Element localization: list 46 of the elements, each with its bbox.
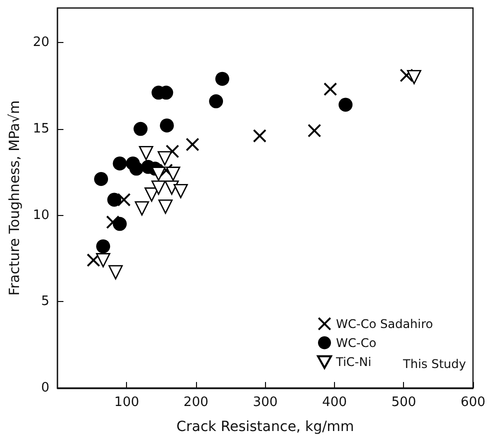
point: [324, 82, 337, 96]
y-tick-label: 20: [32, 35, 50, 50]
point: [151, 180, 166, 195]
point: [209, 94, 224, 108]
point: [108, 265, 123, 280]
point: [134, 201, 150, 216]
point: [215, 72, 230, 86]
x-tick-label: 100: [114, 395, 140, 410]
x-tick-label: 200: [184, 395, 208, 410]
point: [158, 199, 173, 214]
point: [138, 146, 154, 160]
y-tick-label: 5: [41, 294, 50, 310]
point: [158, 151, 172, 166]
y-axis-title: Fracture Toughness, MPa√m: [7, 100, 23, 296]
x-tick-label: 600: [460, 395, 486, 410]
point: [112, 156, 127, 170]
point: [96, 239, 110, 254]
point: [112, 216, 127, 231]
point: [174, 184, 188, 198]
annotation: This Study: [402, 357, 466, 371]
point: [107, 192, 122, 207]
legend-label: WC-Co: [336, 336, 376, 350]
point: [166, 166, 180, 181]
x-tick-label: 500: [391, 395, 416, 410]
x-tick-label: 400: [322, 395, 347, 410]
y-tick-label: 0: [41, 380, 50, 396]
point: [160, 118, 174, 132]
x-axis-title: Crack Resistance, kg/mm: [176, 419, 354, 435]
point: [134, 122, 148, 136]
y-tick-label: 10: [32, 208, 50, 223]
point: [308, 124, 321, 138]
point: [253, 129, 266, 142]
point: [129, 162, 144, 176]
point: [338, 98, 353, 112]
x-tick-label: 300: [252, 395, 278, 410]
legend-label: WC-Co Sadahiro: [336, 316, 434, 331]
point: [186, 138, 199, 151]
point: [96, 253, 110, 268]
point: [86, 254, 100, 267]
legend-label: TiC-Ni: [335, 355, 372, 370]
point: [144, 187, 159, 202]
point: [164, 180, 179, 195]
point: [94, 172, 108, 186]
point: [151, 166, 166, 181]
point: [406, 70, 422, 84]
y-tick-label: 15: [32, 121, 50, 136]
